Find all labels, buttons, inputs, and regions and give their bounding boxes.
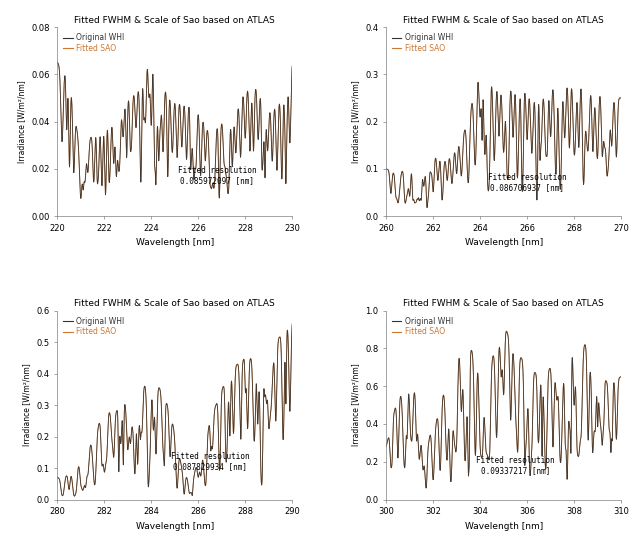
Title: Fitted FWHM & Scale of Sao based on ATLAS: Fitted FWHM & Scale of Sao based on ATLA… bbox=[403, 299, 604, 308]
Legend: Original WHI, Fitted SAO: Original WHI, Fitted SAO bbox=[61, 31, 126, 55]
Legend: Original WHI, Fitted SAO: Original WHI, Fitted SAO bbox=[390, 31, 455, 55]
Text: Fitted resolution
0.087829934 [nm]: Fitted resolution 0.087829934 [nm] bbox=[171, 452, 249, 471]
Y-axis label: Irradiance [W/m²/nm]: Irradiance [W/m²/nm] bbox=[351, 364, 360, 446]
X-axis label: Wavelength [nm]: Wavelength [nm] bbox=[464, 522, 543, 531]
Text: Fitted resolution
0.086706937 [nm]: Fitted resolution 0.086706937 [nm] bbox=[488, 173, 566, 193]
Title: Fitted FWHM & Scale of Sao based on ATLAS: Fitted FWHM & Scale of Sao based on ATLA… bbox=[75, 299, 275, 308]
X-axis label: Wavelength [nm]: Wavelength [nm] bbox=[136, 238, 214, 247]
Title: Fitted FWHM & Scale of Sao based on ATLAS: Fitted FWHM & Scale of Sao based on ATLA… bbox=[403, 16, 604, 25]
Y-axis label: Irradiance [W/m²/nm]: Irradiance [W/m²/nm] bbox=[17, 80, 25, 163]
X-axis label: Wavelength [nm]: Wavelength [nm] bbox=[136, 522, 214, 531]
Title: Fitted FWHM & Scale of Sao based on ATLAS: Fitted FWHM & Scale of Sao based on ATLA… bbox=[75, 16, 275, 25]
Y-axis label: Irradiance [W/m²/nm]: Irradiance [W/m²/nm] bbox=[22, 364, 31, 446]
Text: Fitted resolution
0.085972097 [nm]: Fitted resolution 0.085972097 [nm] bbox=[178, 166, 256, 185]
Legend: Original WHI, Fitted SAO: Original WHI, Fitted SAO bbox=[61, 314, 126, 338]
Legend: Original WHI, Fitted SAO: Original WHI, Fitted SAO bbox=[390, 314, 455, 338]
X-axis label: Wavelength [nm]: Wavelength [nm] bbox=[464, 238, 543, 247]
Y-axis label: Irradiance [W/m²/nm]: Irradiance [W/m²/nm] bbox=[351, 80, 360, 163]
Text: Fitted resolution
0.09337217 [nm]: Fitted resolution 0.09337217 [nm] bbox=[476, 456, 555, 475]
